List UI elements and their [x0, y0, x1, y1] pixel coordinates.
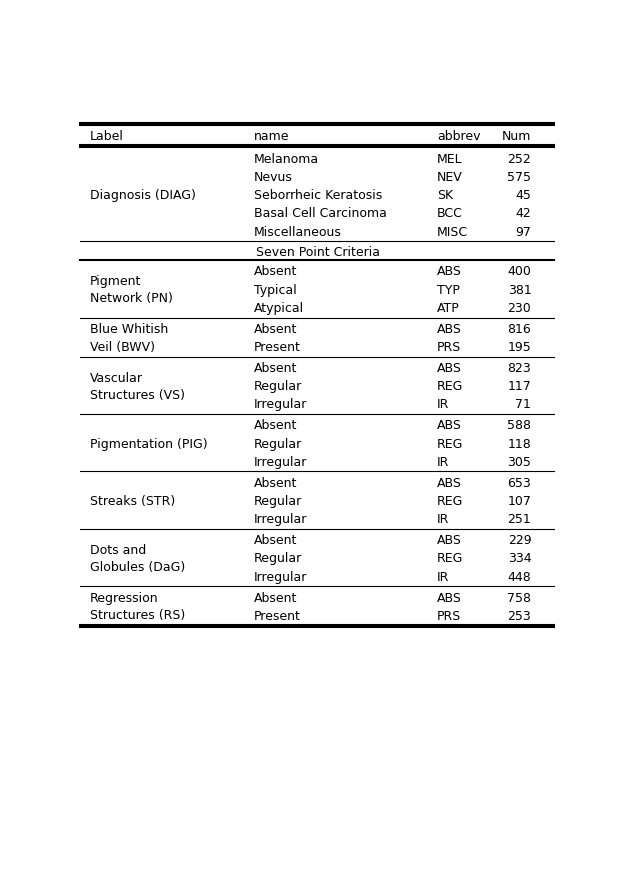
- Text: REG: REG: [437, 495, 463, 508]
- Text: IR: IR: [437, 398, 449, 411]
- Text: 71: 71: [515, 398, 531, 411]
- Text: Regular: Regular: [253, 553, 302, 565]
- Text: Streaks (STR): Streaks (STR): [90, 495, 175, 508]
- Text: 575: 575: [508, 170, 531, 184]
- Text: NEV: NEV: [437, 170, 463, 184]
- Text: 758: 758: [508, 592, 531, 605]
- Text: Absent: Absent: [253, 266, 297, 278]
- Text: ABS: ABS: [437, 419, 462, 433]
- Text: 107: 107: [508, 495, 531, 508]
- Text: Absent: Absent: [253, 477, 297, 490]
- Text: 42: 42: [516, 208, 531, 220]
- Text: Irregular: Irregular: [253, 398, 307, 411]
- Text: Present: Present: [253, 341, 300, 354]
- Text: 381: 381: [508, 283, 531, 297]
- Text: Melanoma: Melanoma: [253, 153, 319, 166]
- Text: Basal Cell Carcinoma: Basal Cell Carcinoma: [253, 208, 387, 220]
- Text: Absent: Absent: [253, 362, 297, 375]
- Text: abbrev: abbrev: [437, 130, 481, 143]
- Text: IR: IR: [437, 570, 449, 584]
- Text: 816: 816: [508, 323, 531, 336]
- Text: Pigmentation (PIG): Pigmentation (PIG): [90, 438, 207, 450]
- Text: Regression: Regression: [90, 592, 159, 605]
- Text: ABS: ABS: [437, 477, 462, 490]
- Text: Absent: Absent: [253, 534, 297, 547]
- Text: Structures (RS): Structures (RS): [90, 609, 185, 623]
- Text: Irregular: Irregular: [253, 570, 307, 584]
- Text: Seven Point Criteria: Seven Point Criteria: [256, 245, 380, 259]
- Text: Nevus: Nevus: [253, 170, 292, 184]
- Text: REG: REG: [437, 553, 463, 565]
- Text: BCC: BCC: [437, 208, 463, 220]
- Text: Regular: Regular: [253, 381, 302, 393]
- Text: 229: 229: [508, 534, 531, 547]
- Text: IR: IR: [437, 513, 449, 526]
- Text: Network (PN): Network (PN): [90, 292, 173, 306]
- Text: Absent: Absent: [253, 419, 297, 433]
- Text: name: name: [253, 130, 289, 143]
- Text: MISC: MISC: [437, 225, 468, 238]
- Text: TYP: TYP: [437, 283, 460, 297]
- Text: Blue Whitish: Blue Whitish: [90, 323, 168, 336]
- Text: PRS: PRS: [437, 610, 461, 623]
- Text: ATP: ATP: [437, 302, 460, 315]
- Text: Veil (BWV): Veil (BWV): [90, 341, 155, 354]
- Text: REG: REG: [437, 438, 463, 450]
- Text: ABS: ABS: [437, 266, 462, 278]
- Text: Vascular: Vascular: [90, 372, 143, 385]
- Text: MEL: MEL: [437, 153, 463, 166]
- Text: Present: Present: [253, 610, 300, 623]
- Text: 334: 334: [508, 553, 531, 565]
- Text: Globules (DaG): Globules (DaG): [90, 561, 185, 574]
- Text: REG: REG: [437, 381, 463, 393]
- Text: Diagnosis (DIAG): Diagnosis (DIAG): [90, 189, 196, 202]
- Text: IR: IR: [437, 456, 449, 469]
- Text: Absent: Absent: [253, 323, 297, 336]
- Text: Label: Label: [90, 130, 124, 143]
- Text: 230: 230: [508, 302, 531, 315]
- Text: Dots and: Dots and: [90, 544, 146, 557]
- Text: 448: 448: [508, 570, 531, 584]
- Text: Regular: Regular: [253, 438, 302, 450]
- Text: PRS: PRS: [437, 341, 461, 354]
- Text: 823: 823: [508, 362, 531, 375]
- Text: Irregular: Irregular: [253, 513, 307, 526]
- Text: ABS: ABS: [437, 592, 462, 605]
- Text: 195: 195: [508, 341, 531, 354]
- Text: 251: 251: [508, 513, 531, 526]
- Text: 252: 252: [508, 153, 531, 166]
- Text: ABS: ABS: [437, 534, 462, 547]
- Text: Pigment: Pigment: [90, 275, 141, 288]
- Text: 118: 118: [508, 438, 531, 450]
- Text: 305: 305: [508, 456, 531, 469]
- Text: Typical: Typical: [253, 283, 296, 297]
- Text: 400: 400: [508, 266, 531, 278]
- Text: Irregular: Irregular: [253, 456, 307, 469]
- Text: 45: 45: [515, 189, 531, 202]
- Text: Structures (VS): Structures (VS): [90, 389, 185, 402]
- Text: Seborrheic Keratosis: Seborrheic Keratosis: [253, 189, 382, 202]
- Text: 253: 253: [508, 610, 531, 623]
- Text: ABS: ABS: [437, 323, 462, 336]
- Text: Miscellaneous: Miscellaneous: [253, 225, 342, 238]
- Text: ABS: ABS: [437, 362, 462, 375]
- Text: 653: 653: [508, 477, 531, 490]
- Text: SK: SK: [437, 189, 453, 202]
- Text: Absent: Absent: [253, 592, 297, 605]
- Text: 588: 588: [508, 419, 531, 433]
- Text: 97: 97: [515, 225, 531, 238]
- Text: Regular: Regular: [253, 495, 302, 508]
- Text: 117: 117: [508, 381, 531, 393]
- Text: Num: Num: [502, 130, 531, 143]
- Text: Atypical: Atypical: [253, 302, 304, 315]
